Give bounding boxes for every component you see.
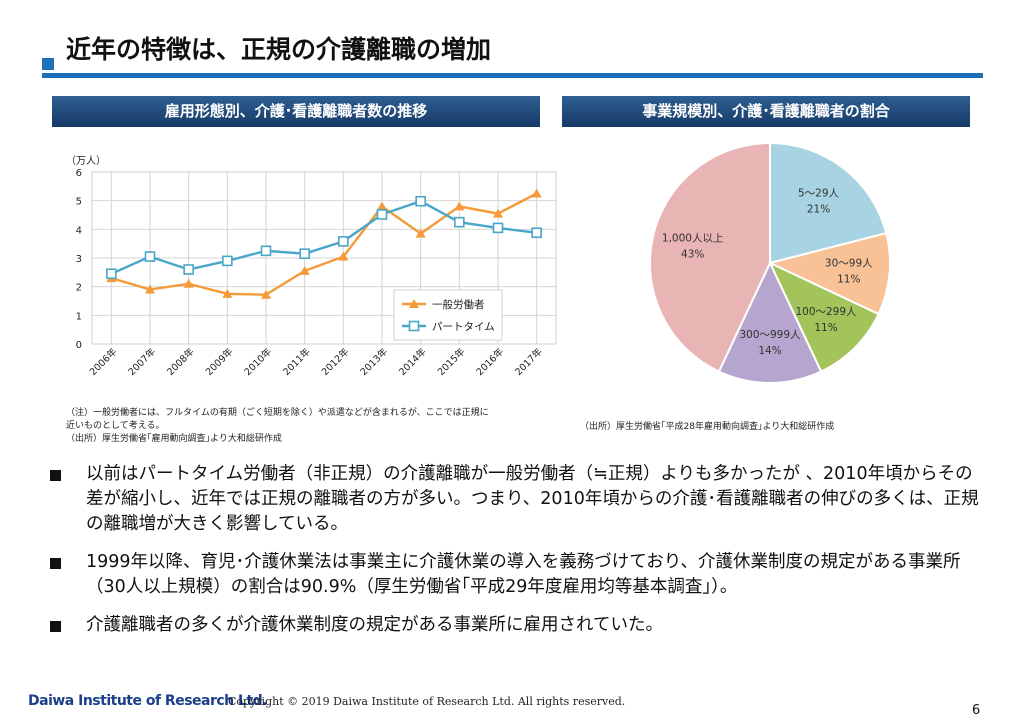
data-point-square bbox=[492, 222, 504, 234]
pie-chart-source: （出所）厚生労働省｢平成28年雇用動向調査｣より大和総研作成 bbox=[580, 422, 835, 432]
data-point-triangle bbox=[299, 265, 310, 275]
series-line-triangle bbox=[110, 192, 538, 296]
data-point-square bbox=[338, 236, 349, 247]
bullet-square-icon bbox=[50, 558, 61, 569]
x-tick-label: 2015年 bbox=[435, 345, 468, 378]
line-chart-note-2: 近いものとして考える。 bbox=[66, 421, 165, 431]
bullet-text: 以前はパートタイム労働者（非正規）の介護離職が一般労働者（≒正規）よりも多かった… bbox=[86, 464, 979, 534]
x-tick-label: 2010年 bbox=[242, 345, 275, 378]
pie-chart-heading: 事業規模別、介護･看護離職者の割合 bbox=[562, 96, 970, 127]
pie-slice bbox=[717, 260, 823, 384]
pie-slice-label: 30～99人 bbox=[825, 258, 873, 270]
data-point-triangle bbox=[183, 278, 194, 288]
pie-slice bbox=[649, 141, 771, 373]
x-tick-label: 2008年 bbox=[164, 345, 197, 378]
data-point-triangle bbox=[338, 251, 349, 261]
y-tick-label: 6 bbox=[76, 168, 82, 179]
legend-label: パートタイム bbox=[432, 321, 495, 333]
pie-slice bbox=[767, 260, 880, 373]
pie-slice-label: 300～999人 bbox=[739, 329, 801, 341]
bullet-item: 1999年以降、育児･介護休業法は事業主に介護休業の導入を義務づけており、介護休… bbox=[40, 550, 990, 600]
data-point-square bbox=[183, 264, 194, 275]
bullet-text: 1999年以降、育児･介護休業法は事業主に介護休業の導入を義務づけており、介護休… bbox=[86, 552, 961, 597]
bullet-list: 以前はパートタイム労働者（非正規）の介護離職が一般労働者（≒正規）よりも多かった… bbox=[40, 462, 990, 651]
x-tick-label: 2014年 bbox=[396, 345, 429, 378]
y-tick-label: 1 bbox=[76, 311, 82, 322]
x-tick-label: 2006年 bbox=[87, 345, 120, 378]
x-tick-label: 2013年 bbox=[358, 345, 391, 378]
data-point-triangle bbox=[377, 201, 387, 211]
y-tick-label: 0 bbox=[76, 340, 82, 351]
y-tick-label: 5 bbox=[76, 197, 82, 208]
bullet-text: 介護離職者の多くが介護休業制度の規定がある事業所に雇用されていた。 bbox=[86, 615, 663, 635]
pie-chart: 5～29人 21% 30～99人 11% 100～299人 11% 300～999人 14% 1… bbox=[649, 141, 891, 384]
data-point-triangle bbox=[222, 288, 233, 298]
line-chart-note-1: （注）一般労働者には、フルタイムの有期（ごく短期を除く）や派遣などが含まれるが、… bbox=[66, 408, 489, 418]
title-rule bbox=[42, 73, 983, 78]
pie-slice bbox=[767, 231, 891, 316]
bullet-square-icon bbox=[50, 621, 61, 632]
pie-slice-label: 100～299人 bbox=[795, 306, 857, 318]
x-tick-label: 2016年 bbox=[474, 345, 507, 378]
data-point-triangle bbox=[261, 289, 271, 299]
bullet-square-icon bbox=[50, 470, 61, 481]
pie-slice-percent: 43% bbox=[681, 249, 704, 261]
page-title: 近年の特徴は、正規の介護離職の増加 bbox=[66, 35, 492, 64]
x-tick-label: 2012年 bbox=[319, 345, 352, 378]
bullet-item: 以前はパートタイム労働者（非正規）の介護離職が一般労働者（≒正規）よりも多かった… bbox=[40, 462, 990, 537]
pie-slice bbox=[769, 141, 888, 265]
y-tick-label: 3 bbox=[76, 254, 82, 265]
y-axis-unit: （万人） bbox=[66, 156, 106, 167]
pie-slice-percent: 21% bbox=[807, 203, 830, 215]
pie-slice-percent: 11% bbox=[814, 322, 837, 334]
data-point-square bbox=[222, 255, 233, 267]
pie-slice-label: 5～29人 bbox=[798, 187, 840, 199]
line-chart-heading: 雇用形態別、介護･看護離職者数の推移 bbox=[52, 96, 540, 127]
data-point-triangle bbox=[415, 228, 426, 238]
pie-slice-label: 1,000人以上 bbox=[662, 233, 724, 245]
page-number: 6 bbox=[972, 703, 981, 718]
data-point-triangle bbox=[493, 208, 503, 218]
series-line-square bbox=[110, 199, 537, 275]
legend-marker-square bbox=[408, 320, 420, 332]
data-point-triangle bbox=[531, 188, 542, 198]
data-point-triangle bbox=[454, 201, 465, 211]
y-tick-label: 4 bbox=[76, 225, 82, 236]
data-point-square bbox=[376, 209, 388, 220]
x-tick-label: 2009年 bbox=[203, 345, 236, 378]
legend-marker-triangle bbox=[409, 299, 419, 308]
data-point-square bbox=[260, 245, 272, 257]
bullet-item: 介護離職者の多くが介護休業制度の規定がある事業所に雇用されていた。 bbox=[40, 613, 990, 638]
data-point-square bbox=[144, 251, 156, 262]
company-logo: Daiwa Institute of Research Ltd. bbox=[28, 693, 267, 709]
x-tick-label: 2011年 bbox=[280, 345, 313, 378]
data-point-triangle bbox=[145, 284, 155, 294]
data-point-square bbox=[531, 227, 542, 239]
pie-slice-percent: 14% bbox=[758, 345, 781, 357]
data-point-square bbox=[454, 216, 465, 228]
line-chart-source: （出所）厚生労働省｢雇用動向調査｣より大和総研作成 bbox=[66, 434, 282, 444]
data-point-square bbox=[106, 268, 117, 280]
data-point-square bbox=[299, 248, 310, 259]
pie-slice-percent: 11% bbox=[837, 274, 860, 286]
x-tick-label: 2017年 bbox=[512, 345, 545, 378]
legend-box bbox=[393, 289, 503, 341]
copyright-text: Copyright © 2019 Daiwa Institute of Rese… bbox=[228, 695, 626, 708]
title-marker bbox=[42, 58, 54, 70]
data-point-square bbox=[415, 195, 426, 207]
x-tick-label: 2007年 bbox=[126, 345, 159, 378]
y-tick-label: 2 bbox=[76, 283, 82, 294]
legend-label: 一般労働者 bbox=[432, 298, 485, 311]
